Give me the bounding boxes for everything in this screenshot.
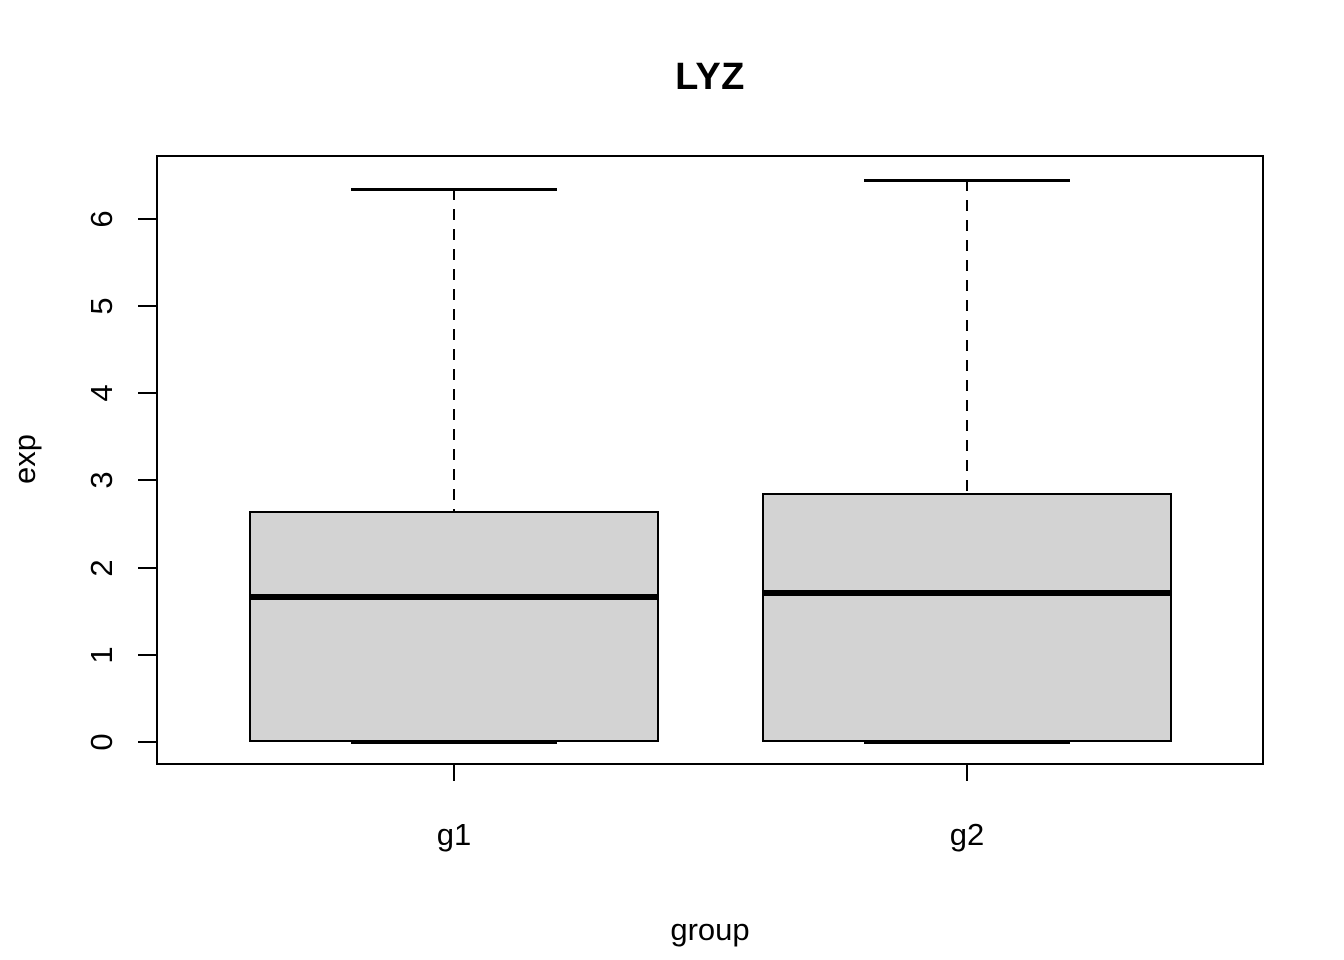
y-axis-tick-label: 6 [84, 210, 119, 228]
y-axis-tick [138, 305, 156, 308]
iqr-box [249, 510, 659, 742]
y-axis-tick [138, 566, 156, 569]
y-axis-tick [138, 741, 156, 743]
y-axis-tick-label: 2 [84, 559, 119, 577]
y-axis-tick-label: 0 [84, 733, 119, 751]
y-axis-tick-label: 5 [84, 297, 119, 315]
iqr-box [762, 492, 1172, 742]
y-axis-tick [138, 653, 156, 656]
x-axis-tick [966, 763, 968, 781]
y-axis-tick [138, 217, 156, 220]
upper-whisker-staple [864, 178, 1070, 182]
y-axis-tick-label: 1 [84, 646, 119, 664]
y-axis-tick-label: 4 [84, 384, 119, 402]
median-line [762, 589, 1172, 596]
lower-whisker-staple [864, 741, 1070, 744]
plot-frame [156, 155, 1264, 765]
x-axis-category-label: g1 [436, 817, 472, 852]
median-line [249, 594, 659, 601]
upper-whisker-line [966, 179, 968, 493]
y-axis-label: exp [7, 434, 42, 484]
lower-whisker-staple [351, 741, 557, 744]
y-axis-label-wrap: exp [7, 419, 42, 499]
x-axis-category-label: g2 [949, 817, 985, 852]
chart-title: LYZ [675, 56, 745, 98]
y-axis-tick-label: 3 [84, 471, 119, 490]
x-axis-label: group [670, 912, 750, 947]
y-axis-tick [138, 479, 156, 482]
upper-whisker-line [453, 189, 455, 511]
x-axis-tick [453, 763, 455, 781]
upper-whisker-staple [351, 188, 557, 192]
y-axis-tick [138, 392, 156, 395]
